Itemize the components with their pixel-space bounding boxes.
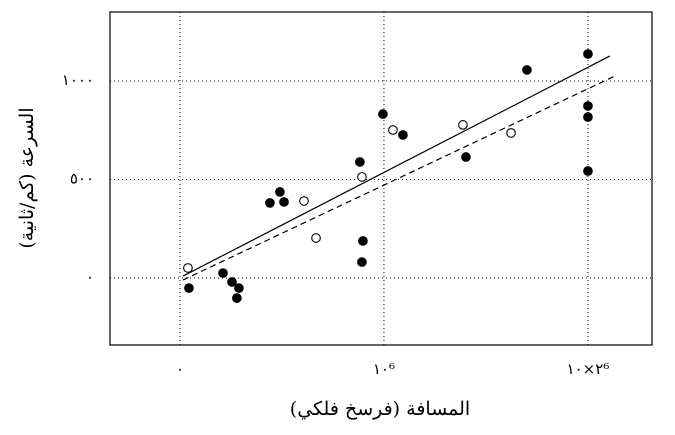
data-point <box>583 101 593 111</box>
data-point <box>583 112 593 122</box>
fit-line <box>182 75 616 281</box>
x-axis-label: المسافة (فرسخ فلكي) <box>290 398 470 420</box>
data-point <box>279 197 289 207</box>
data-point <box>506 128 516 138</box>
data-point <box>184 283 194 293</box>
plot-frame <box>109 11 653 346</box>
data-point <box>583 49 593 59</box>
data-point <box>183 263 193 273</box>
x-tick-label: ٢×١٠⁶ <box>567 360 610 378</box>
data-point <box>522 65 532 75</box>
data-point <box>227 277 237 287</box>
data-point <box>357 172 367 182</box>
data-point <box>398 130 408 140</box>
data-point <box>358 236 368 246</box>
fit-line <box>182 55 611 277</box>
data-point <box>265 198 275 208</box>
y-tick-label: ٠ <box>86 268 94 286</box>
y-axis-label: السرعة (كم/ثانية) <box>16 107 38 248</box>
y-tick-label: ٥٠٠ <box>70 169 94 187</box>
data-point <box>583 166 593 176</box>
data-point <box>355 157 365 167</box>
data-point <box>388 125 398 135</box>
data-point <box>299 196 309 206</box>
data-point <box>218 268 228 278</box>
data-point <box>311 233 321 243</box>
data-point <box>234 283 244 293</box>
data-point <box>232 293 242 303</box>
data-point <box>378 109 388 119</box>
data-point <box>461 152 471 162</box>
data-point <box>357 257 367 267</box>
data-point <box>458 120 468 130</box>
x-tick-label: ٠ <box>176 360 184 378</box>
y-tick-label: ١٠٠٠ <box>62 71 94 89</box>
x-tick-label: ١٠⁶ <box>373 360 395 378</box>
data-point <box>275 187 285 197</box>
